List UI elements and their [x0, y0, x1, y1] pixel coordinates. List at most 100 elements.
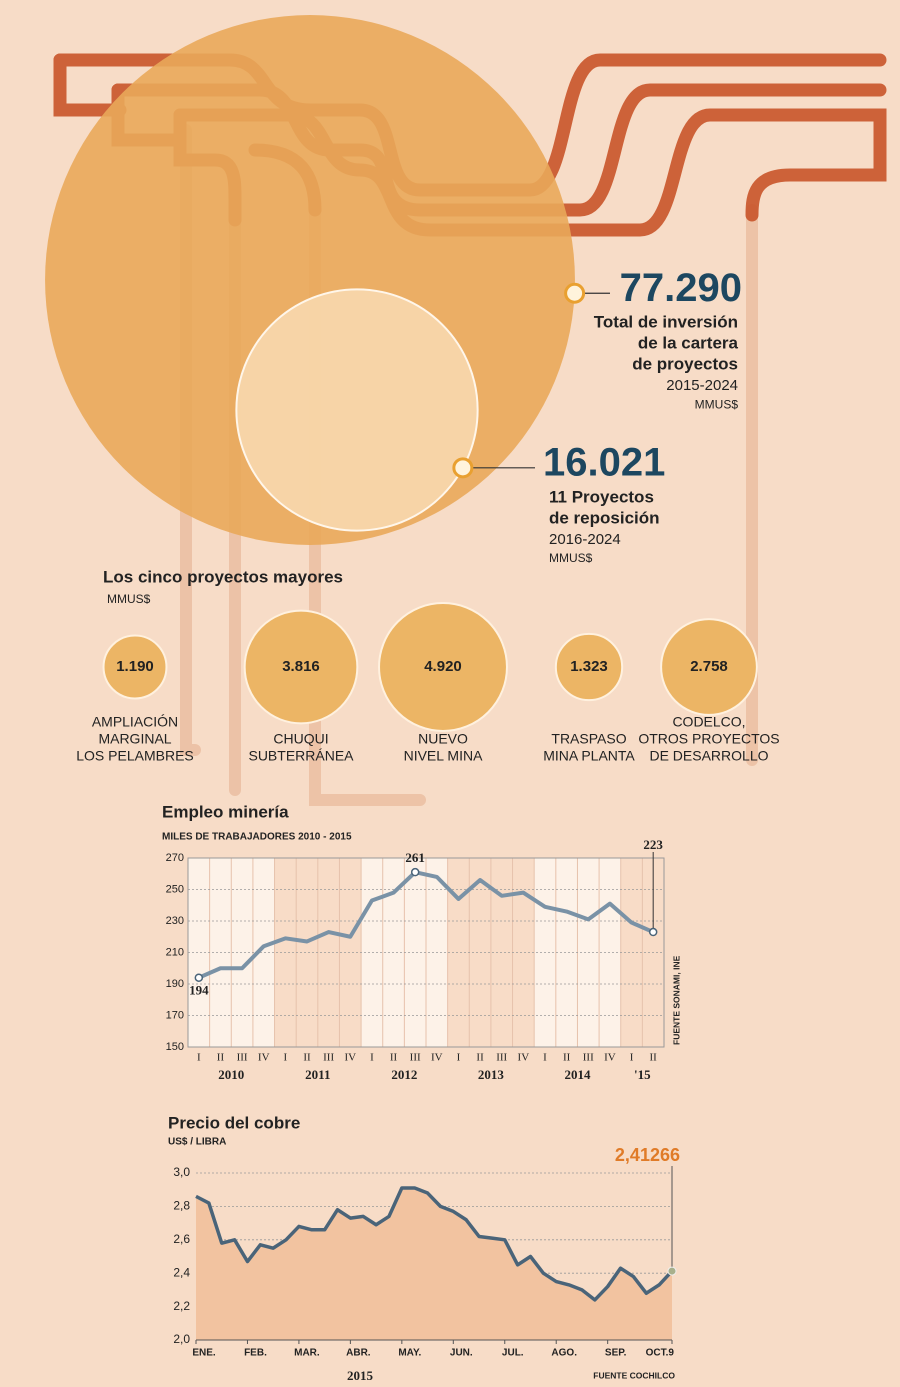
- data-line: [198, 870, 654, 980]
- y-tick-label: 2,0: [173, 1332, 190, 1346]
- x-tick-label: III: [237, 1052, 248, 1064]
- plot-frame: [187, 857, 665, 1048]
- x-tick-label: IV: [604, 1052, 616, 1064]
- y-tick-label: 2,2: [173, 1299, 190, 1313]
- total-label: de proyectos: [632, 355, 738, 374]
- point-marker: [194, 973, 204, 982]
- x-tick-label: III: [583, 1052, 594, 1064]
- year-label: 2015: [347, 1368, 374, 1383]
- bubble-value: 4.920: [424, 658, 462, 675]
- total-value: 16.021: [543, 440, 665, 484]
- x-tick-label: II: [390, 1052, 398, 1064]
- bubble-label: TRASPASO: [551, 731, 626, 747]
- x-tick-label: JUN.: [450, 1348, 473, 1359]
- bubble: [660, 618, 758, 716]
- x-tick-label: I: [284, 1052, 288, 1064]
- x-tick-label: III: [410, 1052, 421, 1064]
- decor-pipe: [53, 53, 127, 117]
- chart-subtitle: US$ / LIBRA: [168, 1137, 226, 1148]
- y-tick-label: 3,0: [173, 1165, 190, 1179]
- year-label: 2011: [305, 1067, 330, 1082]
- x-tick-label: SEP.: [605, 1348, 627, 1359]
- total-value: 77.290: [620, 266, 742, 310]
- x-tick-label: ENE.: [192, 1348, 216, 1359]
- x-tick-label: I: [543, 1052, 547, 1064]
- bubble: [554, 632, 624, 702]
- x-tick-label: II: [650, 1052, 658, 1064]
- total-label: 11 Proyectos: [549, 487, 654, 506]
- x-tick-label: I: [457, 1052, 461, 1064]
- x-tick-label: IV: [258, 1052, 270, 1064]
- total-unit: MMUS$: [549, 551, 593, 565]
- year-label: 2013: [478, 1067, 505, 1082]
- y-tick-label: 2,4: [173, 1265, 190, 1279]
- y-tick-label: 250: [166, 883, 184, 895]
- x-tick-label: FEB.: [244, 1348, 267, 1359]
- point-label: 2,41266: [615, 1145, 680, 1165]
- x-tick-label: OCT.9: [646, 1348, 675, 1359]
- point-marker: [667, 1266, 677, 1276]
- x-tick-label: II: [563, 1052, 571, 1064]
- pointer-dot: [452, 457, 474, 479]
- y-tick-label: 230: [166, 915, 184, 927]
- x-tick-label: ABR.: [346, 1348, 371, 1359]
- total-label: Total de inversión: [594, 313, 738, 332]
- bubble-label: LOS PELAMBRES: [76, 748, 194, 764]
- x-tick-label: IV: [431, 1052, 443, 1064]
- y-tick-label: 270: [166, 852, 184, 864]
- x-tick-label: IV: [518, 1052, 530, 1064]
- bubble-label: CHUQUI: [273, 731, 328, 747]
- source: FUENTE SONAMI, INE: [671, 955, 681, 1045]
- chart-title: Empleo minería: [162, 802, 289, 821]
- y-tick-label: 150: [166, 1041, 184, 1053]
- bubble-label: NIVEL MINA: [404, 748, 483, 764]
- bubble-value: 2.758: [690, 658, 728, 675]
- x-tick-label: I: [370, 1052, 374, 1064]
- charts: 77.290 Total de inversión de la cartera de …: [45, 15, 780, 1383]
- section-title: Los cinco proyectos mayores: [103, 567, 343, 586]
- point-label: 261: [405, 850, 425, 865]
- bubble-label: MARGINAL: [98, 731, 171, 747]
- bubble-label: DE DESARROLLO: [649, 748, 768, 764]
- chart-subtitle: MILES DE TRABAJADORES 2010 - 2015: [162, 832, 352, 843]
- y-tick-label: 190: [166, 978, 184, 990]
- x-tick-label: I: [197, 1052, 201, 1064]
- point-label: 223: [643, 837, 663, 852]
- bubble-value: 3.816: [282, 658, 320, 675]
- point-marker: [410, 867, 420, 877]
- bubble-label: OTROS PROYECTOS: [638, 731, 779, 747]
- source: FUENTE COCHILCO: [593, 1370, 675, 1380]
- total-period: 2016-2024: [549, 531, 621, 548]
- bubble: [235, 288, 479, 532]
- year-label: 2010: [218, 1067, 244, 1082]
- pointer-dot: [564, 282, 586, 304]
- total-unit: MMUS$: [695, 397, 739, 411]
- y-tick-label: 170: [166, 1009, 184, 1021]
- total-label: de la cartera: [638, 334, 739, 353]
- bubble-label: CODELCO,: [672, 714, 745, 730]
- bubble-value: 1.323: [570, 658, 608, 675]
- bubble-label: NUEVO: [418, 731, 468, 747]
- data-area: [196, 1188, 672, 1340]
- x-tick-label: MAR.: [294, 1348, 320, 1359]
- section-subtitle: MMUS$: [107, 592, 151, 606]
- x-tick-label: I: [630, 1052, 634, 1064]
- year-label: 2012: [391, 1067, 417, 1082]
- point-label: 194: [189, 983, 209, 998]
- x-tick-label: II: [217, 1052, 225, 1064]
- y-tick-label: 2,8: [173, 1199, 190, 1213]
- year-label: 2014: [564, 1067, 591, 1082]
- total-label: de reposición: [549, 508, 660, 527]
- x-tick-label: II: [303, 1052, 311, 1064]
- x-tick-label: IV: [344, 1052, 356, 1064]
- bubble: [243, 609, 359, 725]
- x-tick-label: III: [323, 1052, 334, 1064]
- bubble-label: SUBTERRÁNEA: [248, 748, 354, 764]
- bubble-label: AMPLIACIÓN: [92, 714, 178, 730]
- x-tick-label: III: [496, 1052, 507, 1064]
- x-tick-label: JUL.: [502, 1348, 524, 1359]
- x-tick-label: MAY.: [398, 1348, 421, 1359]
- year-label: '15: [634, 1067, 651, 1082]
- x-tick-label: II: [476, 1052, 484, 1064]
